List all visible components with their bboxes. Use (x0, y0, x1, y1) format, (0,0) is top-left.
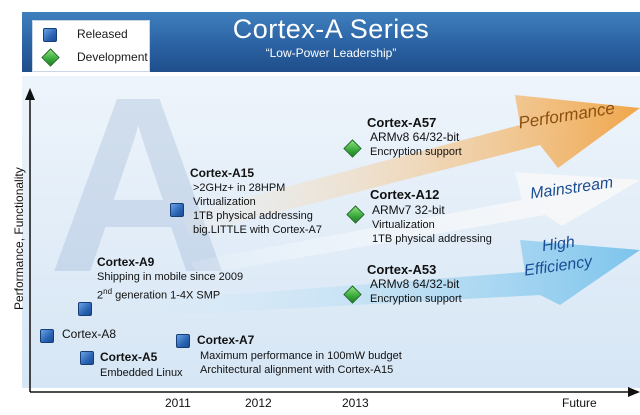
a9-feature-2: 2nd generation 1-4X SMP (97, 285, 220, 303)
a57-arch: ARMv8 64/32-bit (370, 130, 460, 144)
a9-generation-suffix: nd (103, 287, 113, 296)
x-tick-2011: 2011 (165, 396, 191, 410)
a5-released-icon (80, 351, 94, 365)
x-tick-2013: 2013 (342, 396, 369, 410)
a12-feature-2: 1TB physical addressing (372, 233, 492, 245)
a15-feature-3: 1TB physical addressing (193, 210, 313, 222)
legend-released-label: Released (77, 27, 128, 41)
a7-name: Cortex-A7 (197, 333, 255, 347)
a9-generation-number: 2 (97, 289, 104, 302)
a15-feature-1: >2GHz+ in 28HPM (193, 182, 286, 194)
a15-feature-4: big.LITTLE with Cortex-A7 (193, 224, 322, 236)
a7-feature-2: Architectural alignment with Cortex-A15 (200, 364, 394, 376)
legend: Released Development (32, 20, 150, 72)
y-axis-arrowhead (25, 88, 35, 100)
y-axis-label: Performance, Functionality (12, 167, 26, 310)
a7-feature-1: Maximum performance in 100mW budget (200, 350, 402, 362)
a12-arch: ARMv7 32-bit (372, 203, 445, 217)
a12-feature-1: Virtualization (372, 219, 435, 231)
a9-released-icon (78, 302, 92, 316)
legend-development-label: Development (77, 50, 148, 64)
x-tick-2012: 2012 (245, 396, 272, 410)
performance-arrow (180, 95, 640, 235)
a5-feature-1: Embedded Linux (100, 367, 183, 379)
slide-subtitle: “Low-Power Leadership” (265, 46, 397, 60)
a53-name: Cortex-A53 (367, 262, 437, 277)
a57-feature-1: Encryption support (370, 146, 462, 158)
a8-released-icon (40, 329, 54, 343)
efficiency-arrow (160, 240, 640, 315)
x-tick-future: Future (562, 396, 597, 410)
a15-feature-2: Virtualization (193, 196, 256, 208)
a9-feature-1: Shipping in mobile since 2009 (97, 271, 244, 283)
x-axis-arrowhead (628, 387, 640, 397)
a57-name: Cortex-A57 (367, 115, 437, 130)
a53-feature-1: Encryption support (370, 293, 462, 305)
a8-name: Cortex-A8 (62, 327, 117, 341)
a15-name: Cortex-A15 (190, 166, 255, 180)
mainstream-arrow (190, 172, 640, 275)
a9-generation-text: generation 1-4X SMP (112, 289, 221, 302)
slide-title: Cortex-A Series (232, 14, 430, 44)
a5-name: Cortex-A5 (100, 350, 158, 364)
a9-name: Cortex-A9 (97, 255, 155, 269)
released-icon (43, 28, 57, 42)
a7-released-icon (176, 334, 190, 348)
a53-arch: ARMv8 64/32-bit (370, 277, 460, 291)
a12-name: Cortex-A12 (370, 187, 440, 202)
a15-released-icon (170, 203, 184, 217)
